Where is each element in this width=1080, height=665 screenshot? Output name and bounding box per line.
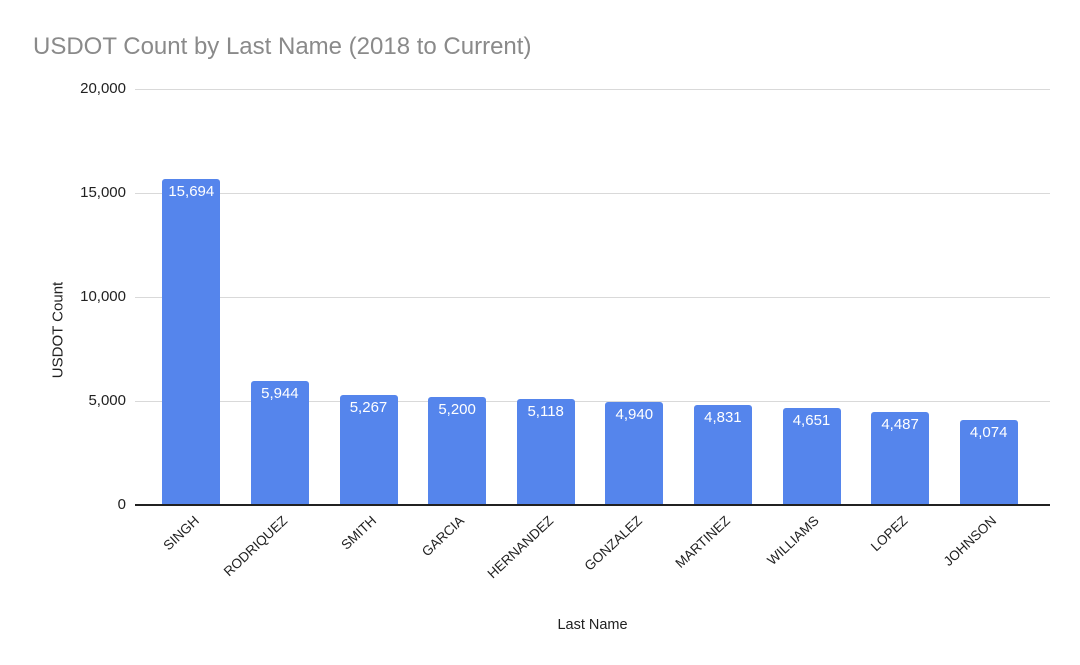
bar-rodriquez[interactable]: 5,944 [250, 381, 309, 505]
y-tick-label: 20,000 [80, 80, 126, 97]
bar-value-label: 4,487 [881, 415, 919, 433]
gridline [135, 401, 1050, 402]
chart-title: USDOT Count by Last Name (2018 to Curren… [33, 33, 532, 60]
bar-value-label: 4,651 [792, 412, 831, 430]
x-tick-label: MARTINEZ [672, 513, 734, 571]
x-tick-label: SINGH [160, 513, 202, 554]
bar-value-label: 15,694 [168, 182, 215, 200]
gridline [135, 89, 1050, 90]
y-tick-label: 5,000 [88, 392, 126, 409]
x-tick-label: RODRIQUEZ [220, 513, 291, 580]
bar-gonzalez[interactable]: 4,940 [605, 402, 664, 505]
bar-value-label: 5,200 [438, 400, 476, 418]
bar-value-label: 4,074 [969, 424, 1008, 442]
bar-value-label: 4,831 [704, 408, 742, 426]
bar-smith[interactable]: 5,267 [339, 395, 398, 505]
bar-value-label: 5,944 [261, 385, 299, 403]
gridline [135, 297, 1050, 298]
x-tick-label: HERNANDEZ [484, 513, 556, 582]
gridline [135, 193, 1050, 194]
plot-area: 15,694 5,944 5,267 5,200 5,118 4,940 4,831 4,65… [135, 89, 1050, 506]
x-tick-label: WILLIAMS [764, 513, 822, 568]
bar-singh[interactable]: 15,694 [162, 178, 221, 505]
x-tick-label: SMITH [337, 513, 379, 553]
bar-value-label: 5,267 [349, 399, 388, 417]
x-axis-title: Last Name [557, 617, 628, 633]
x-tick-label: LOPEZ [867, 513, 911, 555]
y-tick-label: 0 [117, 496, 126, 513]
x-tick-label: GARCIA [419, 513, 468, 560]
x-axis-line [135, 504, 1050, 506]
bar-hernandez[interactable]: 5,118 [516, 398, 575, 505]
bar-williams[interactable]: 4,651 [782, 408, 841, 505]
bar-garcia[interactable]: 5,200 [428, 396, 487, 505]
bar-value-label: 5,118 [527, 402, 564, 420]
bar-martinez[interactable]: 4,831 [693, 404, 752, 505]
y-tick-label: 15,000 [80, 184, 126, 201]
bar-value-label: 4,940 [615, 406, 654, 424]
y-tick-label: 10,000 [80, 288, 126, 305]
x-tick-label: JOHNSON [940, 513, 999, 569]
bar-lopez[interactable]: 4,487 [871, 411, 930, 505]
bar-johnson[interactable]: 4,074 [959, 420, 1018, 505]
x-tick-label: GONZALEZ [581, 513, 645, 574]
